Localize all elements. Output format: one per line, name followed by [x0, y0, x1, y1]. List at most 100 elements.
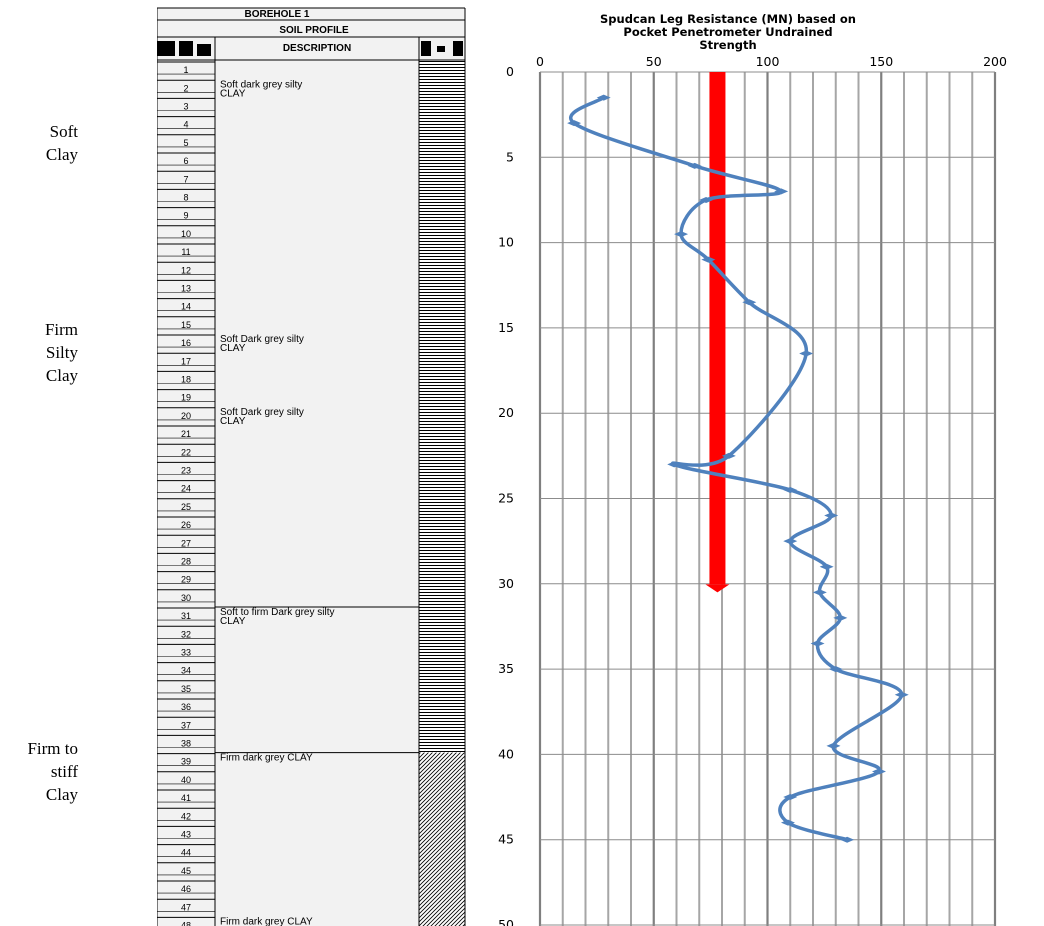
side-label-soft-clay: Soft Clay	[34, 120, 78, 166]
x-tick-label: 100	[756, 54, 780, 69]
layer-description: CLAY	[220, 416, 246, 427]
depth-number: 45	[181, 866, 191, 876]
data-point-marker	[799, 350, 814, 357]
data-point-marker	[783, 794, 798, 801]
data-point-marker	[721, 452, 736, 459]
depth-number: 29	[181, 575, 191, 585]
y-tick-label: 10	[498, 235, 514, 250]
spudcan-resistance-chart: Spudcan Leg Resistance (MN) based on Poc…	[498, 12, 1007, 926]
layer-description: Firm dark grey CLAY	[220, 753, 313, 764]
y-tick-label: 15	[498, 320, 514, 335]
data-point-marker	[810, 640, 825, 647]
depth-number: 44	[181, 848, 191, 858]
data-point-marker	[780, 819, 795, 826]
data-point-marker	[894, 691, 909, 698]
depth-number: 2	[183, 83, 188, 93]
y-tick-label: 50	[498, 917, 514, 926]
data-point-marker	[840, 836, 855, 843]
red-arrow-head	[705, 584, 730, 593]
layer-description: Soft to firm Dark grey silty	[220, 607, 334, 618]
column-header-block	[157, 41, 175, 56]
depth-number: 46	[181, 884, 191, 894]
data-point-marker	[819, 563, 834, 570]
depth-number: 24	[181, 484, 191, 494]
depth-number: 21	[181, 429, 191, 439]
depth-number: 8	[183, 193, 188, 203]
depth-number: 5	[183, 138, 188, 148]
side-label-firm-silty-clay: Firm Silty Clay	[34, 318, 78, 387]
layer-description: CLAY	[220, 88, 246, 99]
depth-number: 37	[181, 720, 191, 730]
data-point-marker	[783, 538, 798, 545]
data-point-marker	[674, 231, 689, 238]
data-point-marker	[824, 512, 839, 519]
borehole-title: BOREHOLE 1	[244, 9, 309, 20]
side-label-firm-to-stiff-clay: Firm to stiff Clay	[14, 737, 78, 806]
x-tick-label: 50	[646, 54, 662, 69]
depth-number: 42	[181, 811, 191, 821]
data-point-marker	[871, 768, 886, 775]
soil-profile-header: SOIL PROFILE	[279, 25, 349, 36]
y-tick-label: 20	[498, 405, 514, 420]
depth-number: 22	[181, 447, 191, 457]
data-point-marker	[812, 589, 827, 596]
side-label-line: Clay	[45, 145, 78, 164]
layer-description: CLAY	[220, 343, 246, 354]
layer-description: CLAY	[220, 616, 246, 627]
y-tick-label: 30	[498, 576, 514, 591]
side-label-line: Soft	[49, 122, 78, 141]
data-point-marker	[783, 486, 798, 493]
depth-number: 40	[181, 775, 191, 785]
layer-description: Soft dark grey silty	[220, 79, 302, 90]
depth-number: 4	[183, 120, 188, 130]
y-tick-label: 5	[506, 149, 514, 164]
depth-number: 14	[181, 302, 191, 312]
data-point-marker	[687, 162, 702, 169]
side-label-line: Silty	[45, 343, 78, 362]
depth-number: 35	[181, 684, 191, 694]
data-point-marker	[828, 666, 843, 673]
depth-number: 16	[181, 338, 191, 348]
column-header-block	[421, 41, 431, 56]
depth-number: 33	[181, 648, 191, 658]
depth-number: 48	[181, 921, 191, 926]
description-header: DESCRIPTION	[283, 43, 351, 54]
depth-number: 11	[181, 247, 190, 257]
column-header-block	[179, 41, 193, 56]
chart-title-line-1: Spudcan Leg Resistance (MN) based on	[600, 12, 856, 26]
red-arrow-shaft	[709, 72, 726, 585]
depth-number: 15	[181, 320, 191, 330]
side-label-line: Clay	[45, 785, 78, 804]
depth-number: 25	[181, 502, 191, 512]
data-point-marker	[742, 299, 757, 306]
depth-number: 26	[181, 520, 191, 530]
resistance-line	[569, 95, 904, 842]
layer-description: Soft Dark grey silty	[220, 407, 304, 418]
column-header-block	[197, 44, 211, 56]
clay-hatch-pattern	[419, 752, 465, 926]
data-point-marker	[774, 188, 789, 195]
layer-description: Firm dark grey CLAY	[220, 917, 313, 926]
depth-number: 12	[181, 265, 191, 275]
depth-number: 32	[181, 629, 191, 639]
data-point-marker	[667, 461, 682, 468]
depth-number: 20	[181, 411, 191, 421]
column-header-block	[453, 41, 463, 56]
chart-title-line-3: Strength	[699, 38, 756, 52]
side-label-line: stiff	[50, 762, 78, 781]
depth-number: 10	[181, 229, 191, 239]
depth-number: 28	[181, 557, 191, 567]
y-tick-label: 40	[498, 746, 514, 761]
y-tick-label: 25	[498, 491, 514, 506]
depth-number: 27	[181, 538, 191, 548]
depth-number: 23	[181, 466, 191, 476]
layer-description: Soft Dark grey silty	[220, 334, 304, 345]
depth-number: 43	[181, 830, 191, 840]
side-label-line: Firm	[44, 320, 78, 339]
depth-number: 47	[181, 902, 191, 912]
y-tick-label: 45	[498, 832, 514, 847]
depth-number: 36	[181, 702, 191, 712]
depth-number: 17	[181, 356, 191, 366]
depth-number: 6	[183, 156, 188, 166]
x-tick-label: 200	[983, 54, 1007, 69]
